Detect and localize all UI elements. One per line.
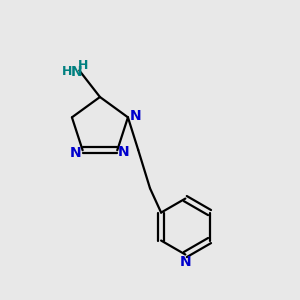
Text: H: H — [62, 65, 73, 79]
Text: H: H — [78, 59, 88, 72]
Text: N: N — [70, 65, 82, 79]
Text: N: N — [70, 146, 81, 160]
Text: N: N — [118, 145, 130, 159]
Text: N: N — [130, 109, 141, 123]
Text: N: N — [179, 255, 191, 269]
